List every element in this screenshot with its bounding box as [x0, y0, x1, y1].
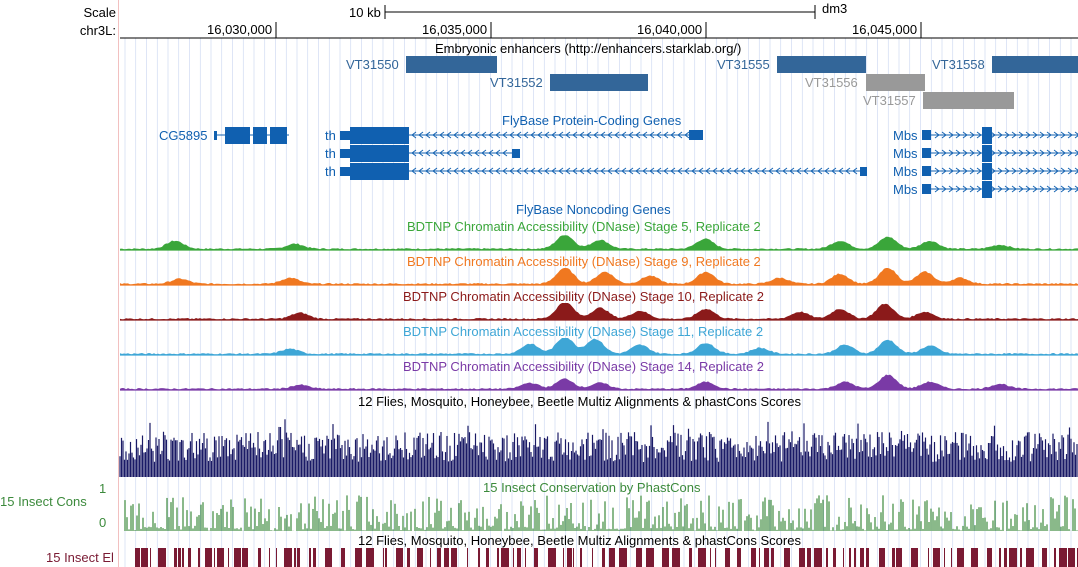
dnase-stage14-signal[interactable]	[120, 374, 1078, 391]
enhancer-label: VT31558	[932, 57, 985, 72]
conserved-elements[interactable]	[135, 548, 1078, 567]
conservation-tracks: 12 Flies, Mosquito, Honeybee, Beetle Mul…	[119, 394, 1078, 567]
enhancer-feature-vt31558[interactable]	[992, 56, 1078, 73]
gene-label: CG5895	[159, 128, 207, 143]
gene-cg5895[interactable]: CG5895	[159, 127, 289, 144]
dnase-tracks: BDTNP Chromatin Accessibility (DNase) St…	[120, 219, 1078, 391]
enhancers-track: Embryonic enhancers (http://enhancers.st…	[346, 41, 1078, 109]
scale-bar-label: 10 kb	[349, 5, 381, 20]
enhancer-label: VT31556	[805, 75, 858, 90]
noncoding-genes-title: FlyBase Noncoding Genes	[516, 202, 671, 217]
cons-axis-max: 1	[99, 481, 107, 496]
ruler-tick-label: 16,030,000	[207, 22, 272, 37]
gene-mbs-4[interactable]: Mbs	[893, 181, 1078, 198]
cons-axis-min: 0	[99, 515, 107, 530]
gene-mbs-1[interactable]: Mbs	[893, 127, 1078, 144]
gene-label: Mbs	[893, 182, 918, 197]
gene-label: th	[325, 146, 336, 161]
gene-label: Mbs	[893, 146, 918, 161]
scale-row-label: Scale	[83, 5, 116, 20]
gene-label: Mbs	[893, 128, 918, 143]
gene-mbs-3[interactable]: Mbs	[893, 163, 1078, 180]
enhancer-feature-vt31557[interactable]	[923, 92, 1014, 109]
chrom-row-label: chr3L:	[79, 23, 116, 38]
enhancer-label: VT31557	[863, 93, 916, 108]
position-grid	[124, 38, 1072, 567]
multiz-signal[interactable]	[119, 419, 1078, 477]
gene-label: th	[325, 128, 336, 143]
insect-cons-label[interactable]: 15 Insect Cons	[0, 494, 87, 509]
gene-th-2[interactable]: th	[325, 145, 520, 162]
phastcons-signal[interactable]	[124, 495, 1078, 531]
ruler-tick-label: 16,040,000	[637, 22, 702, 37]
dnase-stage14-title: BDTNP Chromatin Accessibility (DNase) St…	[403, 359, 764, 374]
enhancer-feature-vt31552[interactable]	[550, 74, 648, 91]
enhancer-feature-vt31550[interactable]	[406, 56, 497, 73]
dnase-stage11-title: BDTNP Chromatin Accessibility (DNase) St…	[403, 324, 763, 339]
dnase-stage10-signal[interactable]	[120, 303, 1078, 320]
gene-label: Mbs	[893, 164, 918, 179]
enhancer-feature-vt31555[interactable]	[777, 56, 866, 73]
track-label-column: Scale chr3L: 15 Insect Cons 1 0 15 Insec…	[0, 0, 119, 567]
gene-th-3[interactable]: th	[325, 163, 867, 180]
gene-label: th	[325, 164, 336, 179]
dnase-stage9-signal[interactable]	[120, 268, 1078, 285]
dnase-stage10-title: BDTNP Chromatin Accessibility (DNase) St…	[403, 289, 764, 304]
dnase-stage5-title: BDTNP Chromatin Accessibility (DNase) St…	[407, 219, 761, 234]
ruler-tick-marks	[275, 22, 922, 38]
phastcons-track-title: 15 Insect Conservation by PhastCons	[483, 480, 701, 495]
insect-el-label[interactable]: 15 Insect El	[46, 550, 114, 565]
dnase-stage5-signal[interactable]	[120, 235, 1078, 250]
gene-mbs-2[interactable]: Mbs	[893, 145, 1078, 162]
protein-genes-title: FlyBase Protein-Coding Genes	[502, 113, 682, 128]
enhancer-feature-vt31556[interactable]	[866, 74, 925, 91]
enhancer-label: VT31550	[346, 57, 399, 72]
dnase-stage9-title: BDTNP Chromatin Accessibility (DNase) St…	[407, 254, 761, 269]
protein-coding-genes-track: FlyBase Protein-Coding Genes CG5895 th t…	[159, 113, 1078, 198]
multiz-track-title-2: 12 Flies, Mosquito, Honeybee, Beetle Mul…	[358, 533, 801, 548]
multiz-track-title: 12 Flies, Mosquito, Honeybee, Beetle Mul…	[358, 394, 801, 409]
gene-th-1[interactable]: th	[325, 127, 703, 144]
dnase-stage11-signal[interactable]	[120, 338, 1078, 355]
enhancer-label: VT31552	[490, 75, 543, 90]
assembly-label: dm3	[822, 1, 847, 16]
ruler-tick-label: 16,035,000	[422, 22, 487, 37]
enhancers-track-title: Embryonic enhancers (http://enhancers.st…	[435, 41, 741, 56]
ruler-tick-label: 16,045,000	[852, 22, 917, 37]
enhancer-label: VT31555	[717, 57, 770, 72]
base-position-ruler: 10 kb dm3 16,030,000 16,035,000 16,040,0…	[120, 1, 1078, 39]
